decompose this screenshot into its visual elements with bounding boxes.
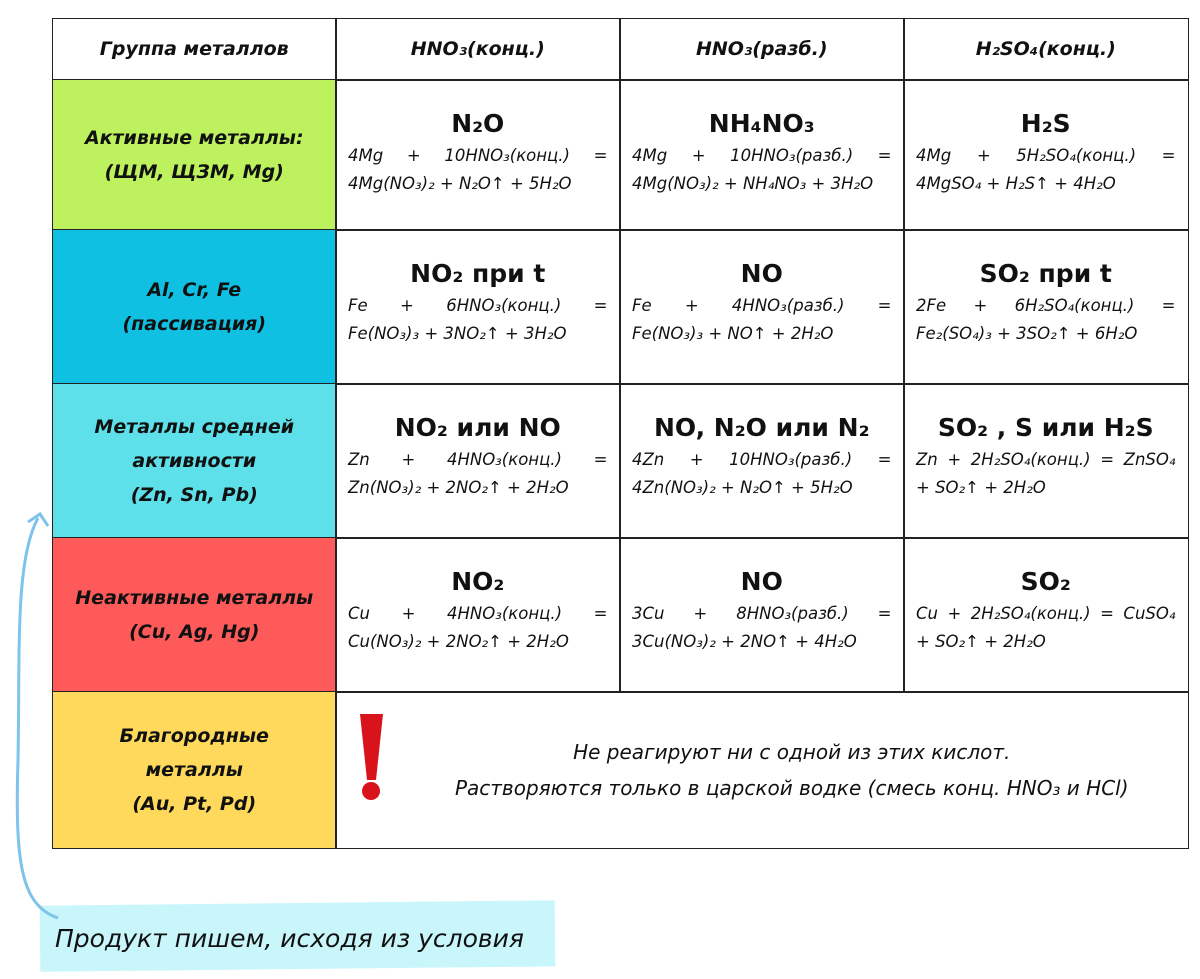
exclamation-dot — [362, 782, 380, 800]
product: N₂O — [451, 109, 505, 138]
product: SO₂ , S или H₂S — [937, 413, 1154, 442]
product: NO — [740, 567, 783, 596]
equation-line: 4Mg(NO₃)₂ + N₂O↑ + 5H₂O — [348, 174, 572, 193]
reaction-cell: SO₂ Cu + 2H₂SO₄(конц.) = CuSO₄ + SO₂↑ + 2H… — [903, 537, 1189, 693]
group-line: (пассивация) — [122, 312, 267, 335]
reaction-cell: H₂S 4Mg + 5H₂SO₄(конц.) = 4MgSO₄ + H₂S↑ + … — [903, 79, 1189, 231]
group-line: Al, Cr, Fe — [147, 278, 242, 301]
equation-line: Fe(NO₃)₃ + 3NO₂↑ + 3H₂O — [348, 324, 567, 343]
product: NO₂ при t — [410, 259, 546, 288]
note-line: Растворяются только в царской водке (сме… — [454, 775, 1129, 800]
equation-line: Zn + 4HNO₃(конц.) = — [348, 450, 608, 469]
header-cell: Группа металлов — [52, 18, 337, 81]
equation-line: 3Cu(NO₃)₂ + 2NO↑ + 4H₂O — [632, 632, 857, 651]
equation-line: Fe + 6HNO₃(конц.) = — [348, 296, 608, 315]
reaction-cell: N₂O 4Mg + 10HNO₃(конц.) = 4Mg(NO₃)₂ + N₂O↑… — [335, 79, 621, 231]
equation-line: 3Cu + 8HNO₃(разб.) = — [632, 604, 892, 623]
equation-line: + SO₂↑ + 2H₂O — [916, 632, 1046, 651]
header-cell: H₂SO₄(конц.) — [903, 18, 1189, 81]
reaction-cell: NH₄NO₃ 4Mg + 10HNO₃(разб.) = 4Mg(NO₃)₂ + N… — [619, 79, 905, 231]
equation-line: 4Mg(NO₃)₂ + NH₄NO₃ + 3H₂O — [632, 174, 874, 193]
equation-line: Cu + 2H₂SO₄(конц.) = CuSO₄ — [916, 604, 1176, 623]
header-cell: HNO₃(конц.) — [335, 18, 621, 81]
equation-line: 4Zn(NO₃)₂ + N₂O↑ + 5H₂O — [632, 478, 853, 497]
product: SO₂ при t — [979, 259, 1112, 288]
group-line: активности — [132, 449, 257, 472]
header-cell: HNO₃(разб.) — [619, 18, 905, 81]
product: NH₄NO₃ — [708, 109, 815, 138]
product: NO, N₂O или N₂ — [653, 413, 870, 442]
group-cell: Благородные металлы (Au, Pt, Pd) — [52, 691, 337, 849]
equation-line: Zn + 2H₂SO₄(конц.) = ZnSO₄ — [916, 450, 1176, 469]
equation-line: Fe₂(SO₄)₃ + 3SO₂↑ + 6H₂O — [916, 324, 1138, 343]
equation-line: 4Mg + 10HNO₃(разб.) = — [632, 146, 892, 165]
group-line: металлы — [145, 758, 243, 781]
group-line: Металлы средней — [94, 415, 295, 438]
arrow-head — [27, 511, 50, 527]
group-line: Благородные — [119, 724, 269, 747]
reaction-cell: NO Fe + 4HNO₃(разб.) = Fe(NO₃)₃ + NO↑ + 2H… — [619, 229, 905, 385]
reaction-cell: NO₂ или NO Zn + 4HNO₃(конц.) = Zn(NO₃)₂ + … — [335, 383, 621, 539]
group-cell: Металлы средней активности (Zn, Sn, Pb) — [52, 383, 337, 539]
equation-line: 4Mg + 10HNO₃(конц.) = — [348, 146, 608, 165]
equation-line: 4Zn + 10HNO₃(разб.) = — [632, 450, 892, 469]
group-cell: Активные металлы: (ЩМ, ЩЗМ, Mg) — [52, 79, 337, 231]
equation-line: Fe(NO₃)₃ + NO↑ + 2H₂O — [632, 324, 834, 343]
note-cell: Не реагируют ни с одной из этих кислот. Р… — [335, 691, 1189, 849]
group-line: Неактивные металлы — [75, 586, 314, 609]
equation-line: Cu(NO₃)₂ + 2NO₂↑ + 2H₂O — [348, 632, 569, 651]
footnote: Продукт пишем, исходя из условия — [55, 924, 524, 953]
highlight — [39, 900, 556, 972]
product: NO₂ или NO — [394, 413, 561, 442]
group-cell: Al, Cr, Fe (пассивация) — [52, 229, 337, 385]
group-line: Активные металлы: — [84, 126, 304, 149]
reaction-cell: NO, N₂O или N₂ 4Zn + 10HNO₃(разб.) = 4Zn(N… — [619, 383, 905, 539]
equation-line: Cu + 4HNO₃(конц.) = — [348, 604, 608, 623]
group-line: (Cu, Ag, Hg) — [129, 620, 260, 643]
group-line: (Au, Pt, Pd) — [132, 792, 257, 815]
reaction-cell: NO 3Cu + 8HNO₃(разб.) = 3Cu(NO₃)₂ + 2NO↑ +… — [619, 537, 905, 693]
equation-line: Zn(NO₃)₂ + 2NO₂↑ + 2H₂O — [348, 478, 569, 497]
reaction-cell: SO₂ при t 2Fe + 6H₂SO₄(конц.) = Fe₂(SO₄)₃ … — [903, 229, 1189, 385]
equation-line: 4MgSO₄ + H₂S↑ + 4H₂O — [916, 174, 1116, 193]
product: NO — [740, 259, 783, 288]
arrow — [15, 517, 59, 920]
note-line: Не реагируют ни с одной из этих кислот. — [573, 739, 1011, 764]
equation-line: 4Mg + 5H₂SO₄(конц.) = — [916, 146, 1176, 165]
equation-line: Fe + 4HNO₃(разб.) = — [632, 296, 892, 315]
equation-line: + SO₂↑ + 2H₂O — [916, 478, 1046, 497]
equation-line: 2Fe + 6H₂SO₄(конц.) = — [916, 296, 1176, 315]
group-line: (ЩМ, ЩЗМ, Mg) — [104, 160, 284, 183]
product: H₂S — [1020, 109, 1071, 138]
group-cell: Неактивные металлы (Cu, Ag, Hg) — [52, 537, 337, 693]
product: NO₂ — [451, 567, 505, 596]
reaction-cell: NO₂ Cu + 4HNO₃(конц.) = Cu(NO₃)₂ + 2NO₂↑ +… — [335, 537, 621, 693]
exclamation-bar — [360, 714, 383, 780]
group-line: (Zn, Sn, Pb) — [130, 483, 258, 506]
product: SO₂ — [1020, 567, 1071, 596]
reaction-cell: NO₂ при t Fe + 6HNO₃(конц.) = Fe(NO₃)₃ + 3… — [335, 229, 621, 385]
reaction-cell: SO₂ , S или H₂S Zn + 2H₂SO₄(конц.) = ZnSO… — [903, 383, 1189, 539]
